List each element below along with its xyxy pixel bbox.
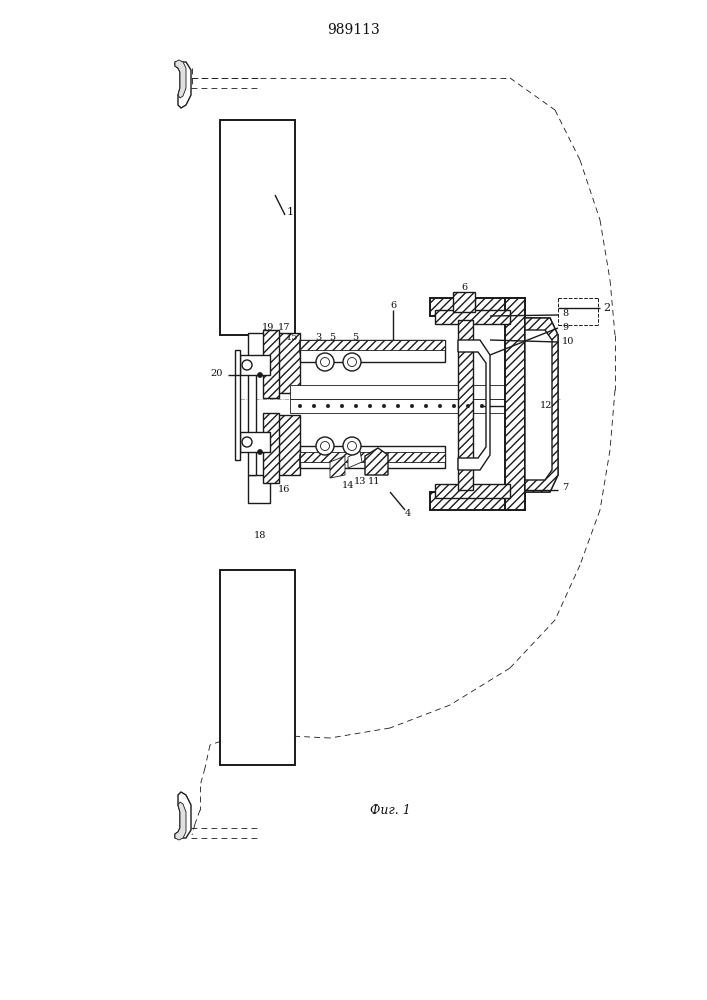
Polygon shape xyxy=(525,318,558,492)
Circle shape xyxy=(242,437,252,447)
Polygon shape xyxy=(330,456,345,478)
Text: 989113: 989113 xyxy=(327,23,380,37)
Text: 5: 5 xyxy=(329,332,335,342)
Circle shape xyxy=(242,360,252,370)
Circle shape xyxy=(257,450,262,454)
Text: 8: 8 xyxy=(562,308,568,318)
Text: 4: 4 xyxy=(405,510,411,518)
Text: 3: 3 xyxy=(315,332,321,342)
Circle shape xyxy=(368,404,372,408)
Circle shape xyxy=(312,404,316,408)
Bar xyxy=(458,320,473,490)
Text: 14: 14 xyxy=(341,481,354,489)
Bar xyxy=(248,475,270,503)
Circle shape xyxy=(438,404,442,408)
Text: 1: 1 xyxy=(286,207,293,217)
Bar xyxy=(290,385,510,399)
Text: 18: 18 xyxy=(254,530,267,540)
Text: 11: 11 xyxy=(368,478,380,487)
Circle shape xyxy=(452,404,456,408)
Circle shape xyxy=(348,358,356,366)
Circle shape xyxy=(354,404,358,408)
Bar xyxy=(290,399,510,413)
Bar xyxy=(300,452,445,462)
Circle shape xyxy=(320,442,329,450)
Text: 6: 6 xyxy=(390,300,396,310)
Text: 20: 20 xyxy=(211,368,223,377)
Polygon shape xyxy=(348,451,362,468)
Text: 7: 7 xyxy=(562,484,568,492)
Bar xyxy=(430,492,525,510)
Circle shape xyxy=(382,404,386,408)
Circle shape xyxy=(396,404,399,408)
Text: 19: 19 xyxy=(262,324,274,332)
Circle shape xyxy=(348,442,356,450)
Polygon shape xyxy=(458,340,490,470)
Polygon shape xyxy=(175,62,191,108)
Bar xyxy=(248,333,270,358)
Text: 13: 13 xyxy=(354,478,366,487)
Circle shape xyxy=(343,353,361,371)
Circle shape xyxy=(480,404,484,408)
Bar xyxy=(240,432,270,452)
Bar xyxy=(435,310,510,324)
Circle shape xyxy=(316,353,334,371)
Circle shape xyxy=(257,372,262,377)
Circle shape xyxy=(320,358,329,366)
Polygon shape xyxy=(175,792,191,838)
Bar xyxy=(240,355,270,375)
Bar xyxy=(248,358,256,475)
Text: 2: 2 xyxy=(603,303,610,313)
Text: 16: 16 xyxy=(278,486,290,494)
Bar xyxy=(263,413,279,483)
Text: Фиг. 1: Фиг. 1 xyxy=(370,804,410,816)
Circle shape xyxy=(424,404,428,408)
Circle shape xyxy=(343,437,361,455)
Text: 6: 6 xyxy=(461,282,467,292)
Bar xyxy=(263,330,279,398)
Polygon shape xyxy=(365,448,388,475)
Circle shape xyxy=(340,404,344,408)
Bar xyxy=(453,292,475,312)
Circle shape xyxy=(466,404,469,408)
Polygon shape xyxy=(175,60,186,98)
Polygon shape xyxy=(175,802,186,840)
Circle shape xyxy=(410,404,414,408)
Polygon shape xyxy=(525,318,558,492)
Bar xyxy=(220,570,295,765)
Circle shape xyxy=(316,437,334,455)
Bar xyxy=(300,446,445,468)
Text: 17: 17 xyxy=(278,324,291,332)
Bar xyxy=(300,340,445,350)
Text: 10: 10 xyxy=(562,338,574,347)
Circle shape xyxy=(298,404,302,408)
Polygon shape xyxy=(300,340,315,360)
Bar xyxy=(525,318,550,490)
Bar xyxy=(430,298,525,316)
Bar xyxy=(300,340,445,362)
Circle shape xyxy=(326,404,329,408)
Text: 9: 9 xyxy=(562,322,568,332)
Bar xyxy=(272,415,300,475)
Bar xyxy=(235,350,240,460)
Bar xyxy=(220,120,295,335)
Bar xyxy=(505,298,525,510)
Text: 5: 5 xyxy=(352,332,358,342)
Bar xyxy=(435,484,510,498)
Polygon shape xyxy=(300,448,315,468)
Bar xyxy=(272,333,300,393)
Text: 12: 12 xyxy=(540,400,552,410)
Text: 15: 15 xyxy=(286,332,298,342)
